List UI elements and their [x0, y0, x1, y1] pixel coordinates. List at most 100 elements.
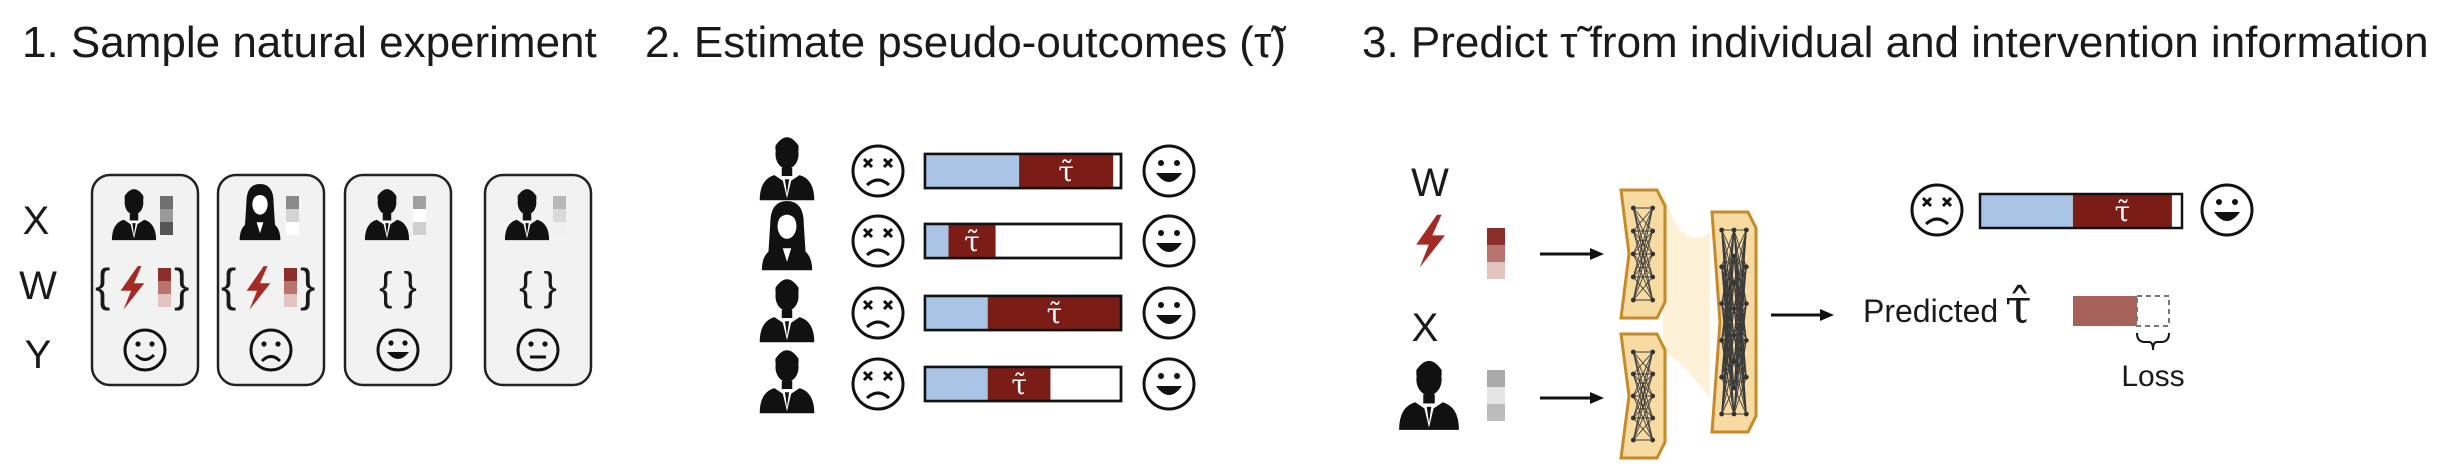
network-node — [1731, 359, 1737, 364]
network-layer-shape — [1710, 210, 1758, 434]
feature-swatch — [160, 222, 173, 235]
network-edge — [1721, 361, 1735, 378]
baseline-bar — [925, 296, 988, 330]
w-swatch — [158, 268, 171, 281]
network-edge — [1632, 207, 1654, 301]
network-edge — [1632, 395, 1654, 441]
network-node — [1650, 205, 1656, 211]
network-edge — [1632, 207, 1654, 278]
dead-face-icon — [851, 214, 905, 268]
sample-card: { } — [483, 173, 593, 387]
network-node — [1731, 385, 1737, 391]
network-edge — [1632, 351, 1654, 397]
loss-brace — [2136, 332, 2170, 351]
sample-card: {} — [216, 173, 326, 387]
predicted-value-bar — [2073, 296, 2137, 326]
network-block — [1710, 210, 1758, 434]
row-label-w: W — [19, 264, 57, 308]
person-icon — [759, 350, 815, 414]
x-swatch — [1487, 404, 1505, 421]
lightning-icon — [1416, 214, 1445, 268]
happy-face-icon — [1142, 214, 1196, 268]
step-2-panel: τ̃ τ̃ τ̃ τ̃ — [759, 137, 1196, 414]
network-node — [1630, 371, 1636, 377]
network-node — [1650, 371, 1656, 377]
feature-swatch — [553, 196, 566, 209]
network-node — [1650, 274, 1656, 280]
sample-card: { } — [343, 173, 453, 387]
brace-open: { — [95, 259, 110, 311]
network-edge — [1721, 229, 1735, 341]
row-label-y: Y — [25, 333, 52, 377]
network-node — [1650, 297, 1656, 303]
happy-face-icon — [1142, 144, 1196, 198]
network-node — [1743, 227, 1749, 233]
dead-face-icon — [851, 286, 905, 340]
network-edge — [1632, 351, 1654, 419]
effect-bar — [987, 296, 1121, 330]
baseline-bar — [925, 224, 949, 258]
person-icon — [761, 201, 813, 271]
feature-swatch — [160, 196, 173, 209]
pseudo-outcome-row: τ̃ — [759, 137, 1196, 201]
feature-swatch — [413, 222, 426, 235]
x-swatch — [1487, 370, 1505, 387]
input-label-w: W — [1411, 161, 1449, 205]
network-block — [1619, 188, 1667, 320]
w-swatch — [284, 281, 297, 294]
network-node — [1743, 374, 1749, 380]
person-icon — [759, 137, 815, 201]
baseline-bar — [1980, 194, 2073, 228]
network-edge — [1733, 340, 1747, 415]
title-step-1: 1. Sample natural experiment — [22, 18, 597, 67]
predicted-label: Predicted — [1863, 293, 1998, 329]
network-edge — [1632, 230, 1654, 301]
w-swatch — [1487, 245, 1505, 262]
w-swatch — [284, 268, 297, 281]
network-node — [1630, 437, 1636, 443]
network-node — [1650, 393, 1656, 399]
row-label-x: X — [23, 199, 50, 243]
network-node — [1731, 280, 1737, 285]
w-swatch — [158, 281, 171, 294]
network-edge — [1721, 229, 1735, 304]
network-edge — [1632, 351, 1654, 375]
w-swatch — [158, 294, 171, 307]
network-node — [1743, 338, 1749, 343]
dead-face-icon — [851, 144, 905, 198]
tau-tilde-label: τ̃ — [1058, 155, 1074, 188]
outcome-bar-outline — [923, 152, 1123, 190]
network-edge — [1721, 282, 1735, 415]
network-edge — [1733, 229, 1747, 309]
feature-swatch — [286, 196, 299, 209]
w-swatch — [1487, 228, 1505, 245]
outcome-bar-outline — [923, 294, 1123, 332]
network-edge — [1632, 276, 1654, 301]
happy-face-icon — [1142, 286, 1196, 340]
effect-bar — [1019, 154, 1114, 188]
loss-label: Loss — [2121, 360, 2184, 393]
network-node — [1630, 349, 1636, 355]
feature-swatch — [160, 209, 173, 222]
network-node — [1630, 228, 1636, 234]
network-node — [1650, 251, 1656, 257]
effect-bar — [987, 367, 1051, 401]
network-edge — [1632, 253, 1654, 301]
brace-open: { — [221, 259, 236, 311]
arrowhead — [1590, 248, 1604, 260]
network-node — [1630, 415, 1636, 421]
empty-braces: { } — [519, 265, 557, 309]
network-node — [1719, 264, 1725, 270]
feature-swatch — [413, 196, 426, 209]
network-node — [1719, 411, 1725, 417]
baseline-bar — [925, 154, 1020, 188]
network-edge — [1733, 229, 1747, 257]
outcome-bar-outline — [923, 222, 1123, 260]
network-edge — [1733, 229, 1747, 283]
network-node — [1743, 301, 1749, 306]
w-swatch — [1487, 262, 1505, 279]
pseudo-outcome-row: τ̃ — [759, 350, 1196, 414]
network-edge — [1721, 282, 1735, 341]
brace-close: } — [174, 259, 189, 311]
network-node — [1630, 393, 1636, 399]
